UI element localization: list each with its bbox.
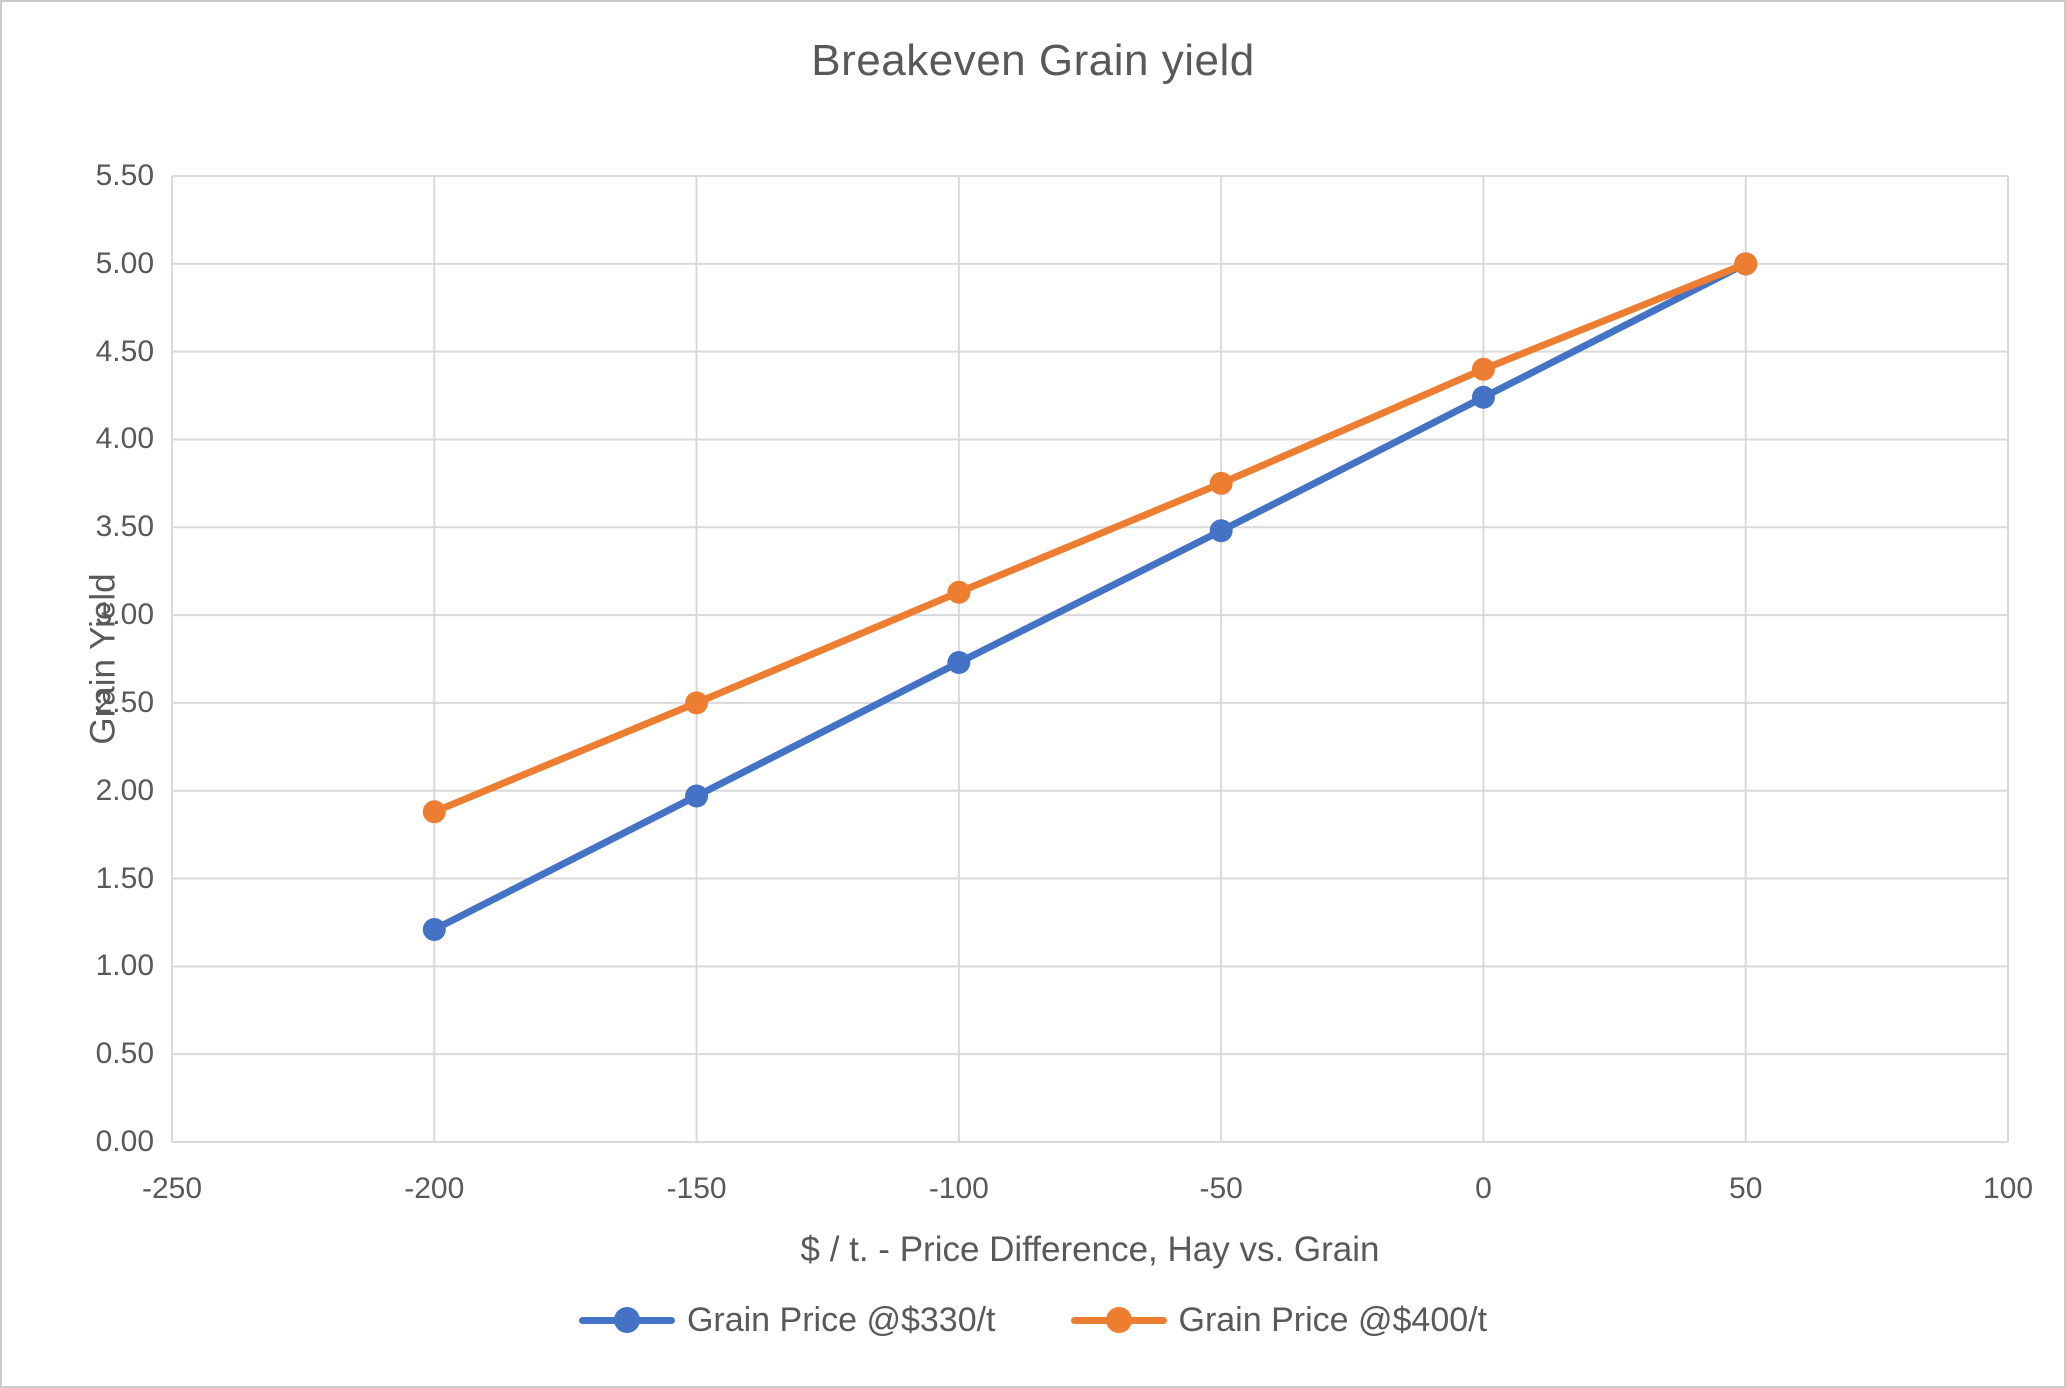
y-tick-label: 3.00: [95, 598, 154, 632]
x-tick-label: -200: [404, 1172, 465, 1205]
legend-item: Grain Price @$330/t: [578, 1298, 996, 1342]
y-tick-label: 2.00: [95, 773, 154, 807]
y-tick-label: 1.50: [95, 861, 154, 895]
data-point-marker: [947, 651, 971, 675]
legend-item: Grain Price @$400/t: [1070, 1298, 1488, 1342]
data-point-marker: [1734, 252, 1758, 276]
series-line: [430, 260, 1750, 816]
y-tick-label: 2.50: [95, 685, 154, 719]
data-point-marker: [1471, 385, 1495, 409]
y-tick-label: 5.50: [95, 159, 154, 192]
legend-line-marker-icon: [578, 1307, 675, 1333]
data-point-marker: [685, 784, 709, 808]
data-point-marker: [1471, 357, 1495, 381]
series-line: [430, 260, 1750, 933]
y-tick-label: 4.50: [95, 334, 154, 368]
x-tick-label: -100: [928, 1172, 989, 1205]
x-tick-label: -250: [141, 1172, 203, 1205]
legend-label: Grain Price @$400/t: [1178, 1300, 1488, 1339]
y-tick-label: 1.00: [95, 949, 154, 983]
y-tick-label: 4.00: [95, 422, 154, 456]
legend-label: Grain Price @$330/t: [686, 1300, 996, 1339]
x-axis-title: $ / t. - Price Difference, Hay vs. Grain: [800, 1230, 1380, 1269]
y-tick-label: 3.50: [95, 510, 154, 544]
data-point-marker: [1209, 519, 1233, 543]
x-tick-label: -150: [666, 1172, 727, 1205]
legend-line-marker-icon: [1070, 1307, 1167, 1333]
y-tick-label: 0.00: [95, 1125, 154, 1158]
data-point-marker: [422, 917, 446, 941]
x-tick-label: 0: [1475, 1172, 1492, 1205]
y-tick-label: 0.50: [95, 1037, 154, 1071]
legend: Grain Price @$330/t Grain Price @$400/t: [2, 1298, 2064, 1342]
data-point-marker: [685, 691, 709, 715]
data-point-marker: [947, 580, 971, 604]
legend-dot-icon: [613, 1307, 640, 1333]
x-tick-label: -50: [1199, 1172, 1243, 1205]
x-tick-label: 100: [1982, 1172, 2034, 1205]
y-tick-label: 5.00: [95, 246, 154, 280]
legend-dot-icon: [1105, 1307, 1132, 1333]
data-point-marker: [1209, 471, 1233, 495]
chart-title: Breakeven Grain yield: [811, 36, 1255, 85]
y-axis-title: Grain Yield: [83, 573, 123, 745]
data-point-marker: [422, 800, 446, 824]
x-tick-label: 50: [1729, 1172, 1763, 1205]
